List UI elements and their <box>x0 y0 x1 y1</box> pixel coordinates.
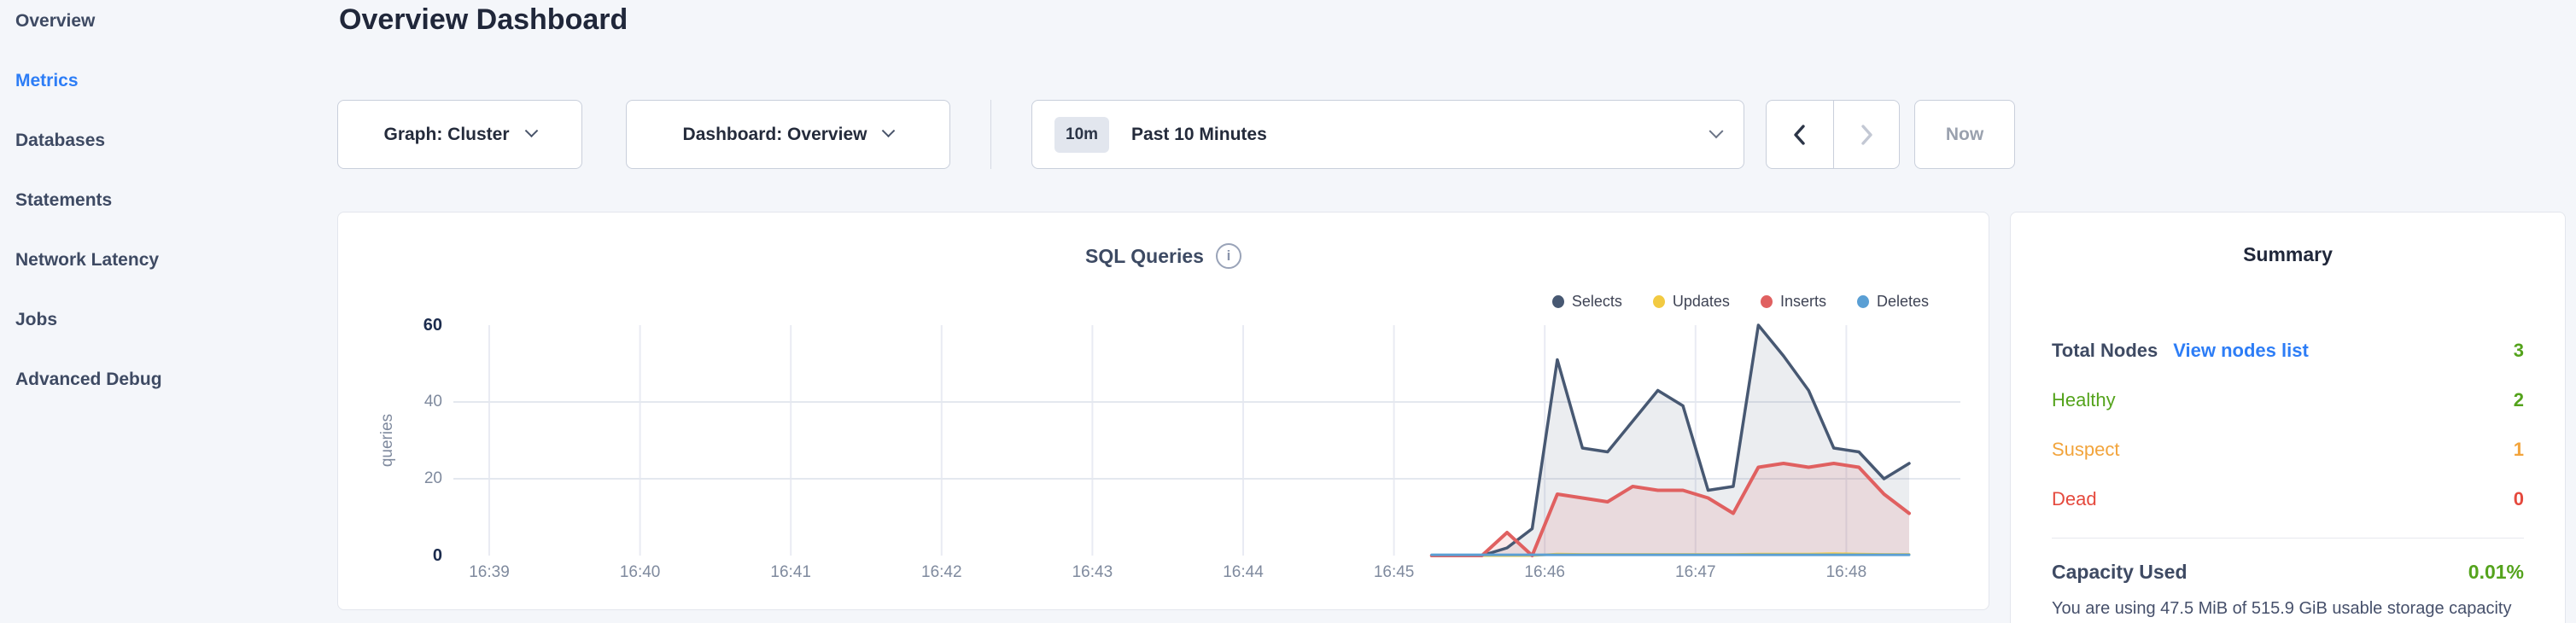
legend-dot-icon <box>1760 295 1773 308</box>
x-tick-label: 16:45 <box>1373 563 1415 581</box>
chevron-down-icon <box>1709 123 1724 138</box>
summary-title: Summary <box>2243 243 2333 265</box>
chart-title: SQL Queries <box>1085 244 1204 267</box>
now-button-label: Now <box>1945 124 1984 144</box>
x-tick-label: 16:46 <box>1524 563 1565 581</box>
sidebar-item-databases[interactable]: Databases <box>15 131 106 150</box>
chevron-down-icon <box>882 124 896 138</box>
x-tick-label: 16:43 <box>1072 563 1113 581</box>
legend-item-selects[interactable]: Selects <box>1551 293 1622 311</box>
x-tick-label: 16:47 <box>1675 563 1716 581</box>
x-tick-label: 16:48 <box>1825 563 1867 581</box>
time-window-badge: 10m <box>1054 116 1110 153</box>
chevron-left-icon <box>1794 124 1805 145</box>
legend-label: Deletes <box>1876 293 1929 310</box>
sidebar-item-network-latency[interactable]: Network Latency <box>15 250 160 270</box>
page-title: Overview Dashboard <box>339 3 628 36</box>
view-nodes-list-link[interactable]: View nodes list <box>2173 340 2309 361</box>
suspect-label: Suspect <box>2052 439 2120 460</box>
y-tick-label: 40 <box>423 393 442 410</box>
healthy-label: Healthy <box>2052 389 2116 410</box>
total-nodes-value: 3 <box>2513 340 2524 361</box>
suspect-value: 1 <box>2513 439 2524 460</box>
legend-dot-icon <box>1652 295 1665 308</box>
time-forward-button[interactable] <box>1832 101 1900 168</box>
legend-label: Selects <box>1571 293 1622 310</box>
legend-item-updates[interactable]: Updates <box>1652 293 1730 311</box>
legend-item-inserts[interactable]: Inserts <box>1760 293 1826 311</box>
legend-dot-icon <box>1551 295 1564 308</box>
legend-dot-icon <box>1856 295 1869 308</box>
capacity-used-label: Capacity Used <box>2052 561 2188 583</box>
chevron-right-icon <box>1861 124 1872 145</box>
capacity-description: You are using 47.5 MiB of 515.9 GiB usab… <box>2052 599 2512 618</box>
summary-row-healthy: Healthy 2 <box>2052 376 2524 425</box>
x-tick-label: 16:41 <box>770 563 811 581</box>
sql-queries-plot[interactable] <box>453 322 1960 562</box>
toolbar-divider <box>990 100 991 169</box>
time-window-label: Past 10 Minutes <box>1131 124 1267 144</box>
sql-queries-chart-card: SQL Queries i Selects Updates Inserts Delet… <box>337 212 1989 610</box>
chart-legend: Selects Updates Inserts Deletes <box>1551 293 1929 311</box>
x-tick-label: 16:40 <box>619 563 661 581</box>
summary-panel: Summary Total Nodes View nodes list 3 He… <box>2010 212 2566 623</box>
time-range-dropdown[interactable]: 10m Past 10 Minutes <box>1031 100 1744 169</box>
sidebar: Overview Metrics Databases Statements Ne… <box>0 0 337 410</box>
sidebar-item-jobs[interactable]: Jobs <box>15 310 58 329</box>
capacity-row: Capacity Used 0.01% <box>2052 561 2524 584</box>
capacity-used-value: 0.01% <box>2468 561 2524 583</box>
x-tick-label: 16:42 <box>921 563 962 581</box>
dead-value: 0 <box>2513 488 2524 509</box>
y-axis-title: queries <box>378 413 396 468</box>
sidebar-item-metrics[interactable]: Metrics <box>15 71 79 90</box>
graph-dropdown[interactable]: Graph: Cluster <box>337 100 582 169</box>
y-tick-label: 0 <box>432 546 442 565</box>
sidebar-item-overview[interactable]: Overview <box>15 11 96 31</box>
legend-label: Updates <box>1672 293 1730 310</box>
chevron-down-icon <box>524 124 538 138</box>
time-step-buttons <box>1766 100 1900 169</box>
info-icon[interactable]: i <box>1215 243 1241 269</box>
summary-row-dead: Dead 0 <box>2052 475 2524 524</box>
time-back-button[interactable] <box>1767 101 1833 168</box>
y-tick-label: 20 <box>423 469 442 487</box>
summary-divider <box>2052 538 2524 539</box>
sidebar-item-statements[interactable]: Statements <box>15 190 113 210</box>
y-tick-label: 60 <box>423 316 442 335</box>
x-tick-label: 16:44 <box>1223 563 1264 581</box>
summary-row-total-nodes: Total Nodes View nodes list 3 <box>2052 326 2524 376</box>
legend-item-deletes[interactable]: Deletes <box>1856 293 1929 311</box>
dead-label: Dead <box>2052 488 2097 509</box>
summary-row-suspect: Suspect 1 <box>2052 425 2524 475</box>
sidebar-item-advanced-debug[interactable]: Advanced Debug <box>15 370 162 389</box>
dashboard-dropdown-label: Dashboard: Overview <box>682 124 867 144</box>
legend-label: Inserts <box>1779 293 1826 310</box>
total-nodes-label: Total Nodes <box>2052 340 2158 361</box>
dashboard-dropdown[interactable]: Dashboard: Overview <box>626 100 950 169</box>
now-button[interactable]: Now <box>1914 100 2015 169</box>
graph-dropdown-label: Graph: Cluster <box>383 124 510 144</box>
healthy-value: 2 <box>2513 389 2524 410</box>
x-tick-label: 16:39 <box>469 563 510 581</box>
